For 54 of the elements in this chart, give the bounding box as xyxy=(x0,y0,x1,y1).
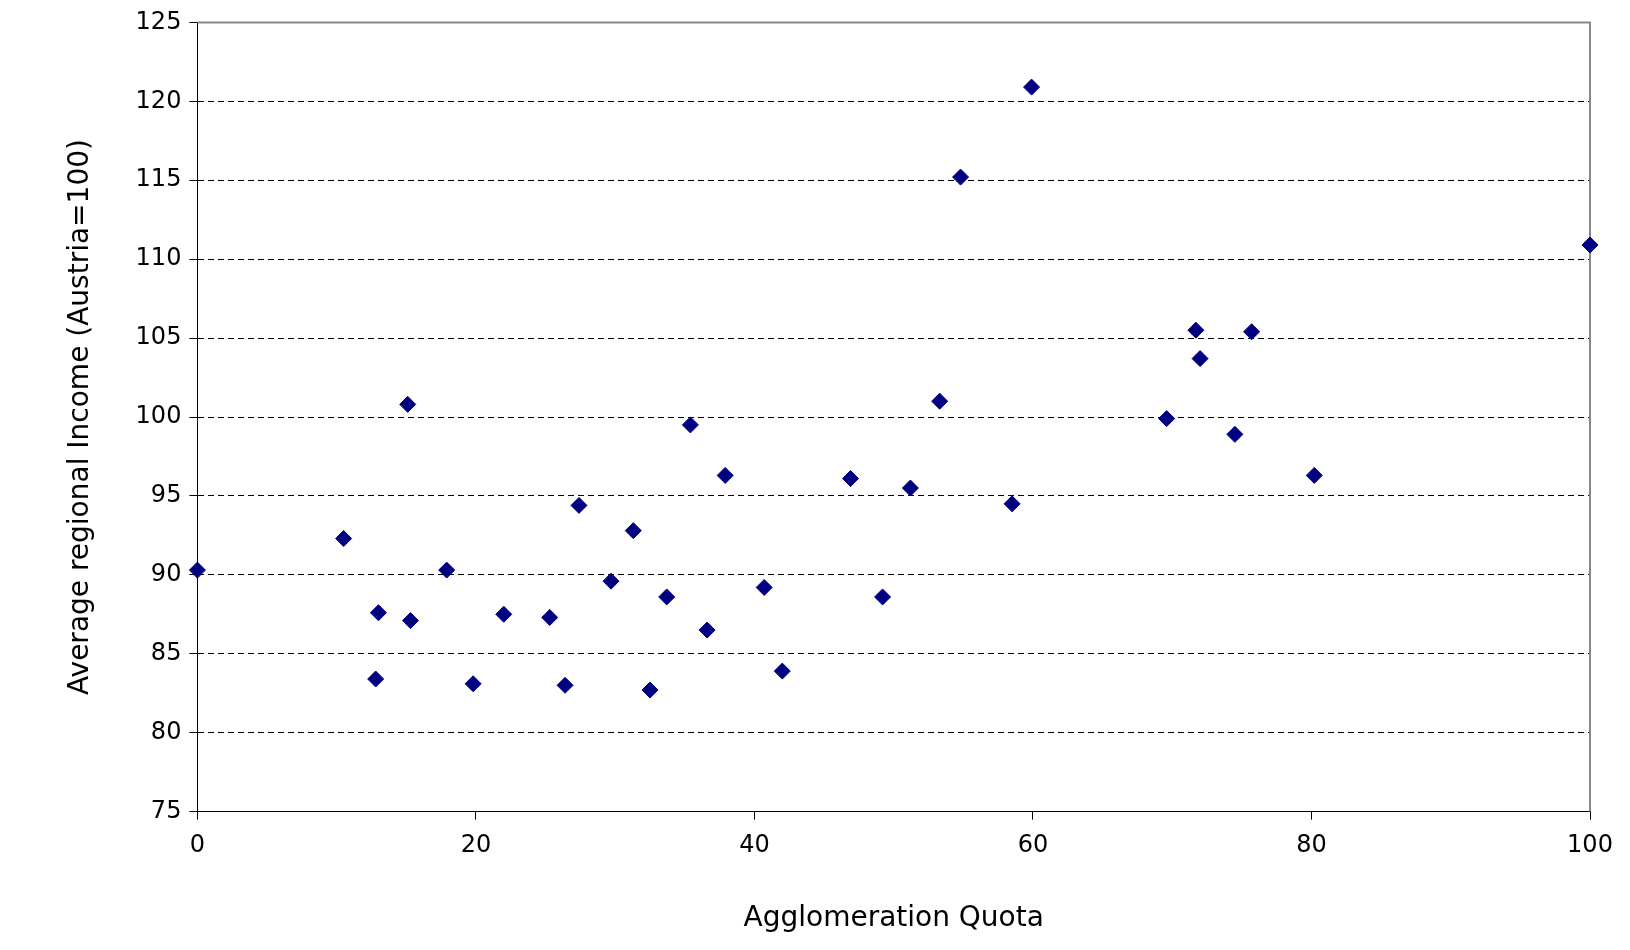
point xyxy=(367,670,385,688)
point xyxy=(1305,466,1323,484)
point xyxy=(556,676,574,694)
point xyxy=(401,612,419,630)
x-axis-title: Agglomeration Quota xyxy=(743,900,1044,934)
point xyxy=(369,604,387,622)
point xyxy=(931,392,949,410)
y-tick-label: 85 xyxy=(150,637,182,666)
x-tick-label: 60 xyxy=(1017,830,1049,859)
point xyxy=(698,621,716,639)
x-tick-label: 0 xyxy=(189,830,206,859)
point xyxy=(773,662,791,680)
x-tick-label: 40 xyxy=(739,830,770,859)
point xyxy=(188,561,206,579)
x-tick-label: 100 xyxy=(1567,830,1613,859)
point xyxy=(1581,236,1599,254)
point xyxy=(1187,321,1205,339)
point xyxy=(335,530,353,548)
point xyxy=(495,605,513,623)
y-tick-label: 125 xyxy=(135,6,182,35)
y-tick-label: 105 xyxy=(135,322,182,351)
y-tick-label: 110 xyxy=(135,243,182,272)
y-tick-label: 80 xyxy=(150,716,182,745)
point xyxy=(1158,410,1176,428)
y-axis-title: Average regional Income (Austria=100) xyxy=(62,139,96,695)
point xyxy=(681,416,699,434)
point xyxy=(541,608,559,626)
point xyxy=(624,522,642,540)
y-tick-label: 95 xyxy=(150,480,182,509)
point xyxy=(1191,350,1209,368)
y-tick-label: 120 xyxy=(135,85,182,114)
point xyxy=(464,675,482,693)
point xyxy=(399,395,417,413)
point xyxy=(716,466,734,484)
x-tick-label: 20 xyxy=(460,830,492,859)
point xyxy=(842,470,860,488)
point xyxy=(1243,323,1261,341)
y-tick-label: 75 xyxy=(150,795,182,824)
point xyxy=(570,496,588,514)
point xyxy=(641,681,659,699)
point xyxy=(658,588,676,606)
point xyxy=(1003,495,1021,513)
y-tick-label: 90 xyxy=(150,559,182,588)
point xyxy=(874,588,892,606)
point xyxy=(755,578,773,596)
point xyxy=(1226,425,1244,443)
point xyxy=(602,572,620,590)
x-tick-label: 80 xyxy=(1296,830,1327,859)
y-tick-label: 115 xyxy=(135,164,182,193)
point xyxy=(901,479,919,497)
point xyxy=(952,168,970,186)
point xyxy=(438,561,456,579)
y-tick-label: 100 xyxy=(135,401,182,430)
point xyxy=(1023,78,1041,96)
